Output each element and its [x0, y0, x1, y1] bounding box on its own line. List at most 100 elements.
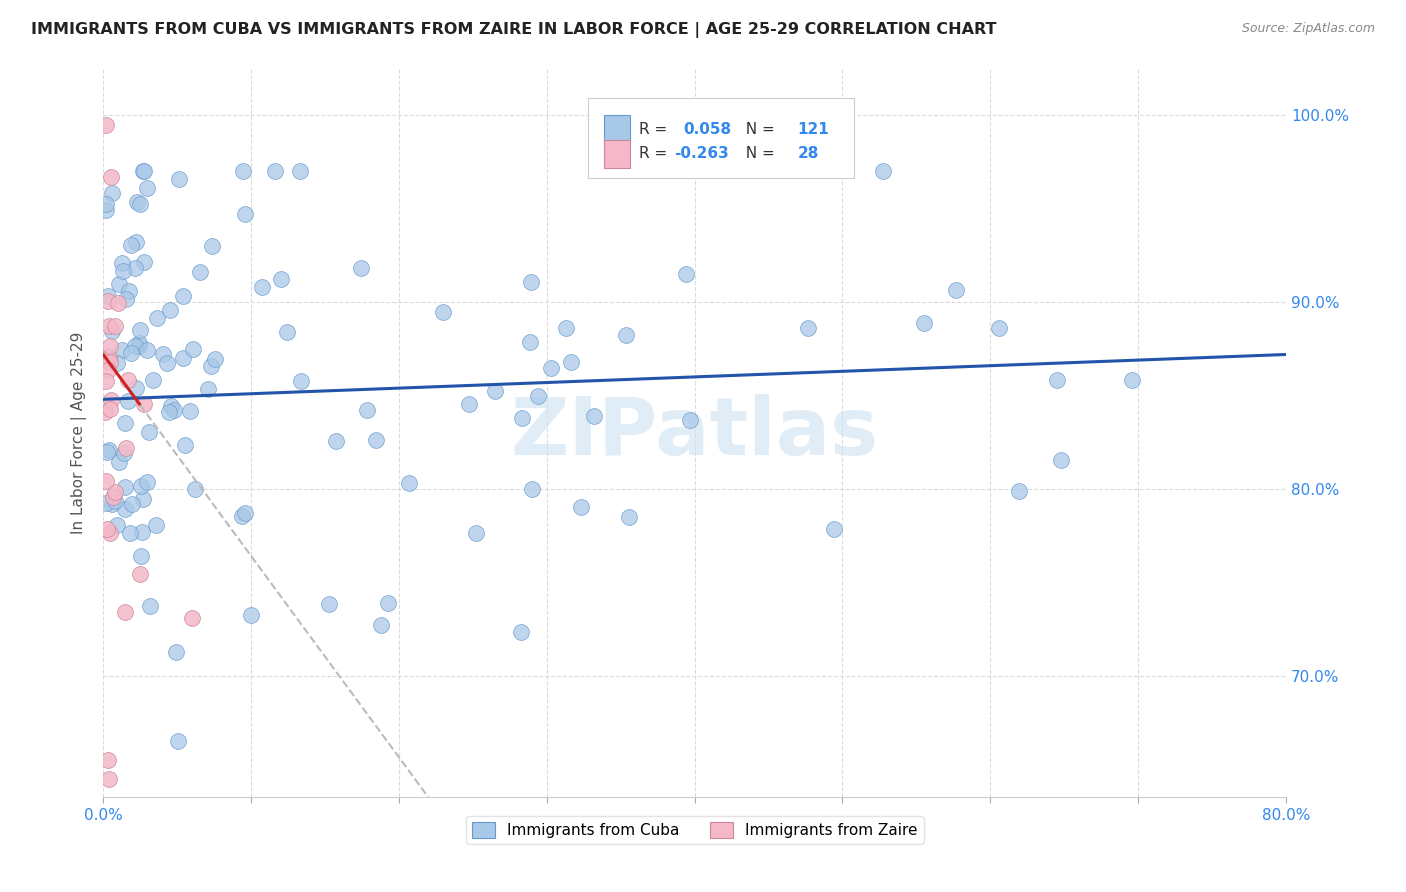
Point: [120, 237, 142, 252]
Point: [136, 181, 159, 195]
Point: [98, 355, 121, 369]
Point: [98, 339, 121, 353]
Point: [100, 169, 122, 184]
Point: [188, 265, 211, 279]
Point: [325, 434, 347, 449]
Point: [157, 405, 180, 419]
Point: [98, 318, 121, 333]
Point: [823, 522, 845, 536]
Point: [115, 441, 138, 455]
Point: [270, 271, 292, 285]
Point: [124, 235, 146, 249]
Point: [160, 399, 183, 413]
Point: [128, 323, 150, 337]
Point: [679, 413, 702, 427]
Point: [138, 425, 160, 440]
Point: [377, 597, 399, 611]
Y-axis label: In Labor Force | Age 25-29: In Labor Force | Age 25-29: [72, 332, 87, 534]
Text: 121: 121: [797, 121, 830, 136]
Text: 28: 28: [797, 146, 818, 161]
Point: [560, 354, 582, 368]
Point: [1046, 373, 1069, 387]
Point: [97, 293, 120, 308]
Point: [232, 164, 254, 178]
Point: [526, 389, 548, 403]
Point: [112, 446, 135, 460]
Point: [129, 479, 152, 493]
Point: [128, 335, 150, 350]
Point: [510, 410, 533, 425]
Point: [100, 324, 122, 338]
Point: [145, 518, 167, 533]
Point: [107, 295, 129, 310]
Point: [101, 497, 124, 511]
Point: [118, 284, 141, 298]
Point: [100, 186, 122, 200]
Point: [94, 474, 117, 488]
Point: [181, 343, 204, 357]
Point: [370, 618, 392, 632]
Point: [318, 597, 340, 611]
Point: [364, 433, 387, 447]
Point: [554, 321, 576, 335]
Point: [96, 197, 118, 211]
Point: [114, 416, 136, 430]
Point: [97, 363, 120, 377]
Point: [356, 402, 378, 417]
Text: N =: N =: [735, 146, 779, 161]
Point: [1008, 483, 1031, 498]
Point: [124, 339, 146, 353]
Point: [134, 164, 156, 178]
Point: [134, 397, 156, 411]
Point: [142, 373, 165, 387]
Point: [796, 321, 818, 335]
Point: [180, 611, 202, 625]
Text: R =: R =: [638, 121, 672, 136]
Point: [174, 438, 197, 452]
Point: [184, 483, 207, 497]
Text: R =: R =: [638, 146, 672, 161]
Point: [96, 374, 118, 388]
Text: IMMIGRANTS FROM CUBA VS IMMIGRANTS FROM ZAIRE IN LABOR FORCE | AGE 25-29 CORRELA: IMMIGRANTS FROM CUBA VS IMMIGRANTS FROM …: [31, 22, 997, 38]
Point: [165, 645, 187, 659]
Point: [987, 321, 1010, 335]
Point: [136, 343, 159, 357]
Point: [155, 356, 177, 370]
Point: [519, 334, 541, 349]
Point: [96, 496, 118, 510]
Point: [104, 485, 127, 500]
Point: [93, 352, 115, 367]
Point: [146, 310, 169, 325]
Point: [108, 277, 131, 291]
Point: [288, 164, 311, 178]
Point: [96, 203, 118, 218]
Bar: [603, 115, 630, 143]
Point: [121, 497, 143, 511]
FancyBboxPatch shape: [588, 98, 855, 178]
Point: [131, 524, 153, 539]
Point: [114, 605, 136, 619]
Point: [98, 772, 121, 786]
Point: [97, 289, 120, 303]
Text: 0.058: 0.058: [683, 121, 731, 136]
Point: [432, 304, 454, 318]
Point: [136, 475, 159, 490]
Point: [263, 164, 285, 178]
Point: [398, 476, 420, 491]
Point: [290, 375, 312, 389]
Point: [100, 393, 122, 408]
Point: [132, 164, 155, 178]
Point: [96, 522, 118, 536]
Point: [250, 280, 273, 294]
Point: [200, 359, 222, 374]
Point: [172, 289, 194, 303]
Point: [111, 255, 134, 269]
Point: [104, 318, 127, 333]
Point: [107, 455, 129, 469]
Point: [614, 327, 637, 342]
Point: [276, 325, 298, 339]
Point: [125, 381, 148, 395]
Point: [239, 608, 262, 623]
Point: [617, 510, 640, 524]
Point: [197, 383, 219, 397]
